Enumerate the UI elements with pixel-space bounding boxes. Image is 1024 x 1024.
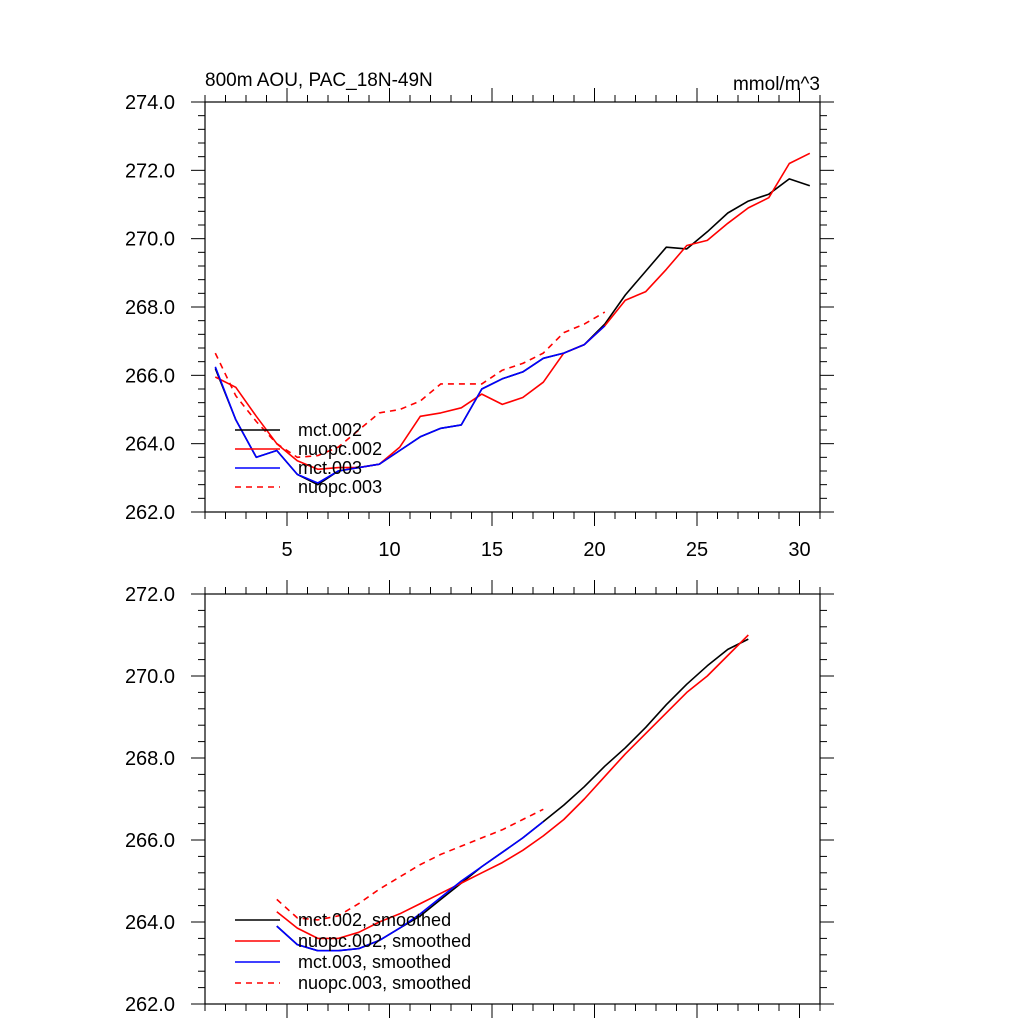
- top-y-tick-label: 266.0: [125, 365, 175, 387]
- top-y-tick-label: 264.0: [125, 434, 175, 456]
- bottom-y-tick-label: 262.0: [125, 994, 175, 1016]
- bottom-legend-label: mct.003, smoothed: [298, 952, 451, 972]
- top-panel: 800m AOU, PAC_18N-49N mmol/m^3 5 10 15 20 25…: [125, 70, 834, 561]
- top-legend-label: mct.003: [298, 458, 362, 478]
- bottom-panel: 262.0 264.0 266.0 268.0 270.0 272.0 mct.002, …: [125, 580, 834, 1018]
- bottom-y-tick-label: 264.0: [125, 912, 175, 934]
- top-series-4: [214, 311, 606, 459]
- top-series-2: [214, 152, 811, 471]
- top-panel-frame: [204, 101, 821, 513]
- top-x-tick-label: 30: [788, 539, 810, 561]
- top-series-3: [214, 325, 606, 484]
- bottom-series-3: [276, 820, 544, 952]
- top-legend-label: mct.002: [298, 420, 362, 440]
- top-x-tick-label: 20: [583, 539, 605, 561]
- top-panel-title: 800m AOU, PAC_18N-49N: [205, 70, 433, 91]
- bottom-y-tick-label: 270.0: [125, 666, 175, 688]
- top-y-tick-label: 268.0: [125, 297, 175, 319]
- bottom-y-tick-label: 266.0: [125, 830, 175, 852]
- bottom-y-tick-label: 272.0: [125, 584, 175, 606]
- top-y-tick-label: 262.0: [125, 502, 175, 524]
- bottom-panel-series: [276, 634, 749, 952]
- top-y-tick-label: 270.0: [125, 229, 175, 251]
- top-x-tick-label: 5: [281, 539, 292, 561]
- bottom-panel-ticks: 262.0 264.0 266.0 268.0 270.0 272.0: [125, 580, 834, 1018]
- bottom-legend-label: nuopc.002, smoothed: [298, 931, 471, 951]
- top-panel-units: mmol/m^3: [733, 74, 820, 95]
- top-y-tick-label: 272.0: [125, 160, 175, 182]
- top-x-tick-label: 10: [378, 539, 400, 561]
- bottom-legend-label: mct.002, smoothed: [298, 910, 451, 930]
- top-panel-series: [214, 152, 811, 486]
- top-panel-ticks: 5 10 15 20 25 30 262.0 264.0 266.0 268.0 270.0 272.…: [125, 88, 834, 561]
- top-y-tick-label: 274.0: [125, 92, 175, 114]
- top-legend-label: nuopc.003: [298, 477, 382, 497]
- bottom-legend-label: nuopc.003, smoothed: [298, 973, 471, 993]
- top-x-tick-label: 25: [686, 539, 708, 561]
- bottom-series-2: [276, 634, 749, 940]
- bottom-y-tick-label: 268.0: [125, 748, 175, 770]
- top-legend-label: nuopc.002: [298, 439, 382, 459]
- bottom-panel-frame: [204, 593, 821, 1005]
- top-x-tick-label: 15: [481, 539, 503, 561]
